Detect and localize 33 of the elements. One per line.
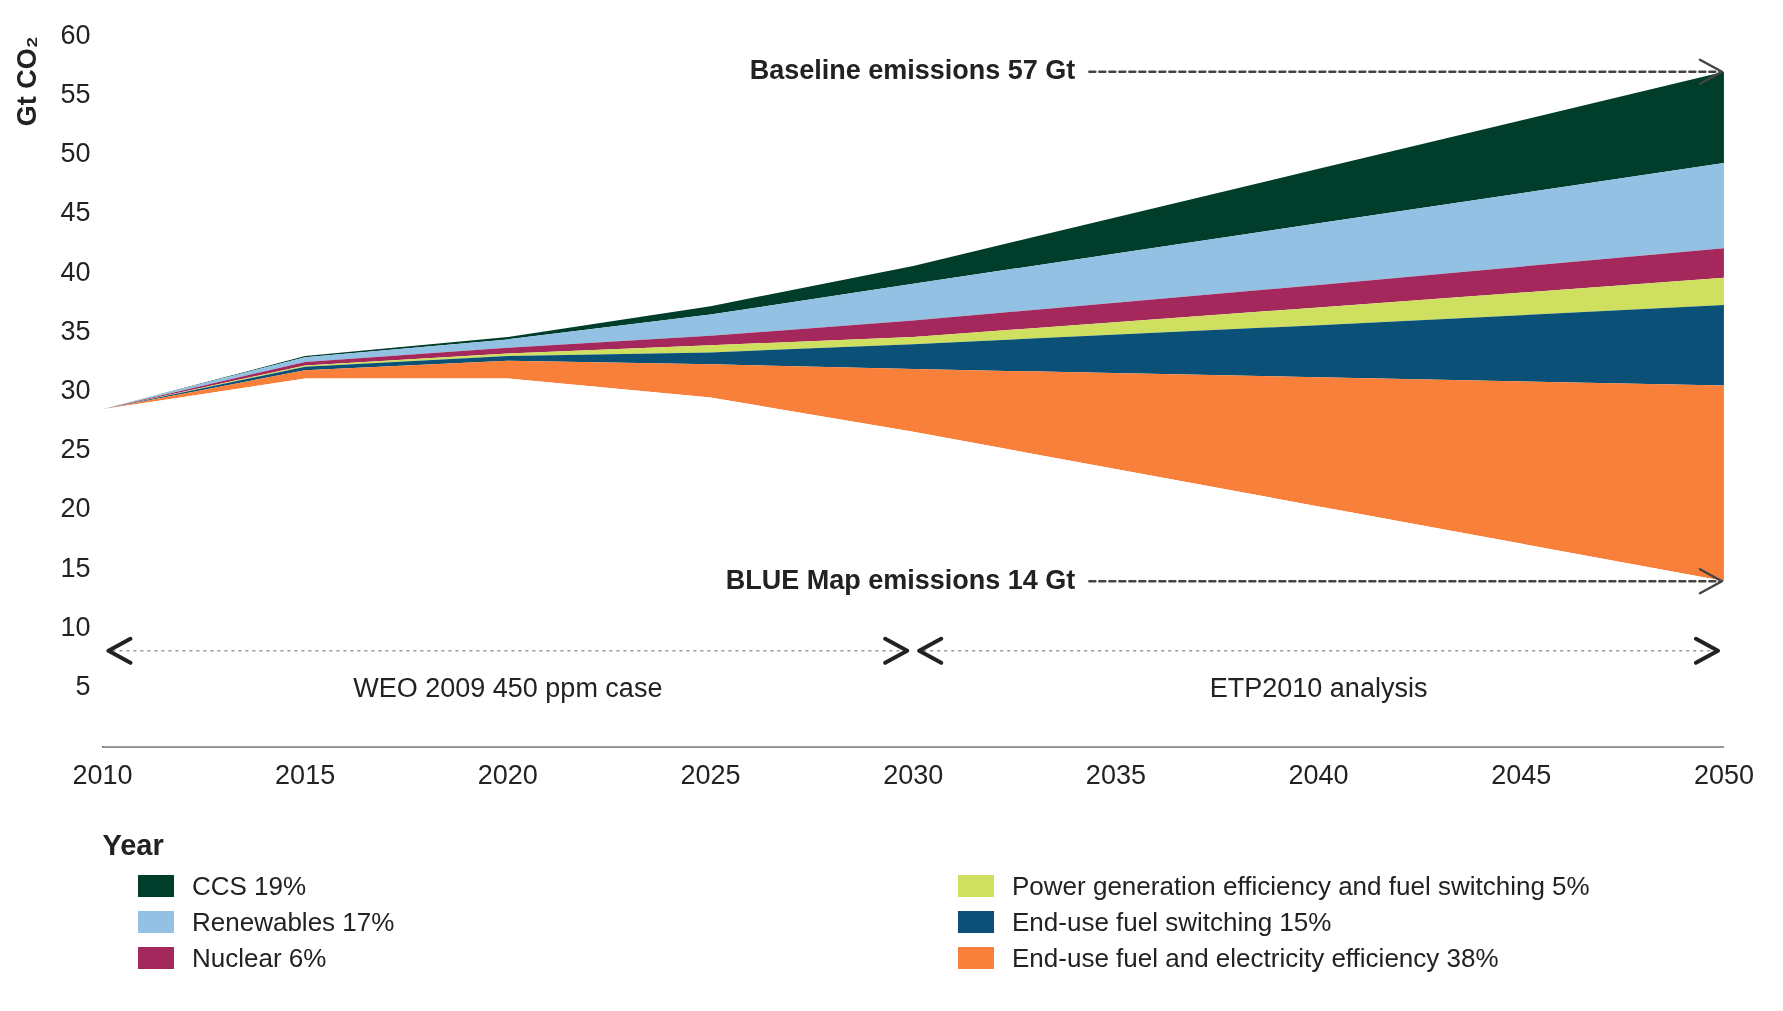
annotation: BLUE Map emissions 14 Gt — [725, 564, 1076, 595]
x-tick-label: 2050 — [1693, 760, 1755, 791]
x-axis-title: Year — [102, 828, 164, 861]
y-tick-label: 55 — [60, 78, 91, 109]
y-tick-label: 60 — [60, 19, 91, 50]
y-tick-label: 10 — [60, 611, 91, 642]
y-tick-label: 45 — [60, 197, 91, 228]
x-tick-label: 2020 — [477, 760, 538, 791]
legend-label: Power generation efficiency and fuel switching 5% — [1012, 870, 1590, 902]
x-tick-label: 2035 — [1085, 760, 1146, 791]
y-tick-label: 35 — [60, 315, 91, 346]
annotation: ETP2010 analysis — [1209, 673, 1428, 704]
x-tick-label: 2040 — [1288, 760, 1349, 791]
annotation: WEO 2009 450 ppm case — [353, 673, 663, 704]
y-tick-label: 20 — [60, 493, 91, 524]
y-tick-label: 50 — [60, 138, 91, 169]
y-tick-label: 5 — [75, 671, 91, 702]
legend-label: Nuclear 6% — [192, 942, 327, 974]
x-tick-label: 2015 — [275, 760, 336, 791]
x-tick-label: 2025 — [680, 760, 741, 791]
legend-label: Renewables 17% — [192, 906, 395, 938]
x-tick-label: 2045 — [1491, 760, 1552, 791]
legend-label: CCS 19% — [192, 870, 307, 902]
y-tick-label: 40 — [60, 256, 91, 287]
y-axis-title: Gt CO₂ — [11, 36, 42, 127]
x-tick-label: 2030 — [883, 760, 944, 791]
y-tick-label: 15 — [60, 552, 91, 583]
legend-label: End-use fuel and electricity efficiency 38% — [1012, 942, 1499, 974]
legend-label: End-use fuel switching 15% — [1012, 906, 1332, 938]
annotation: Baseline emissions 57 Gt — [749, 55, 1076, 86]
x-tick-label: 2010 — [72, 760, 133, 791]
y-tick-label: 25 — [60, 434, 91, 465]
y-tick-label: 30 — [60, 374, 91, 405]
